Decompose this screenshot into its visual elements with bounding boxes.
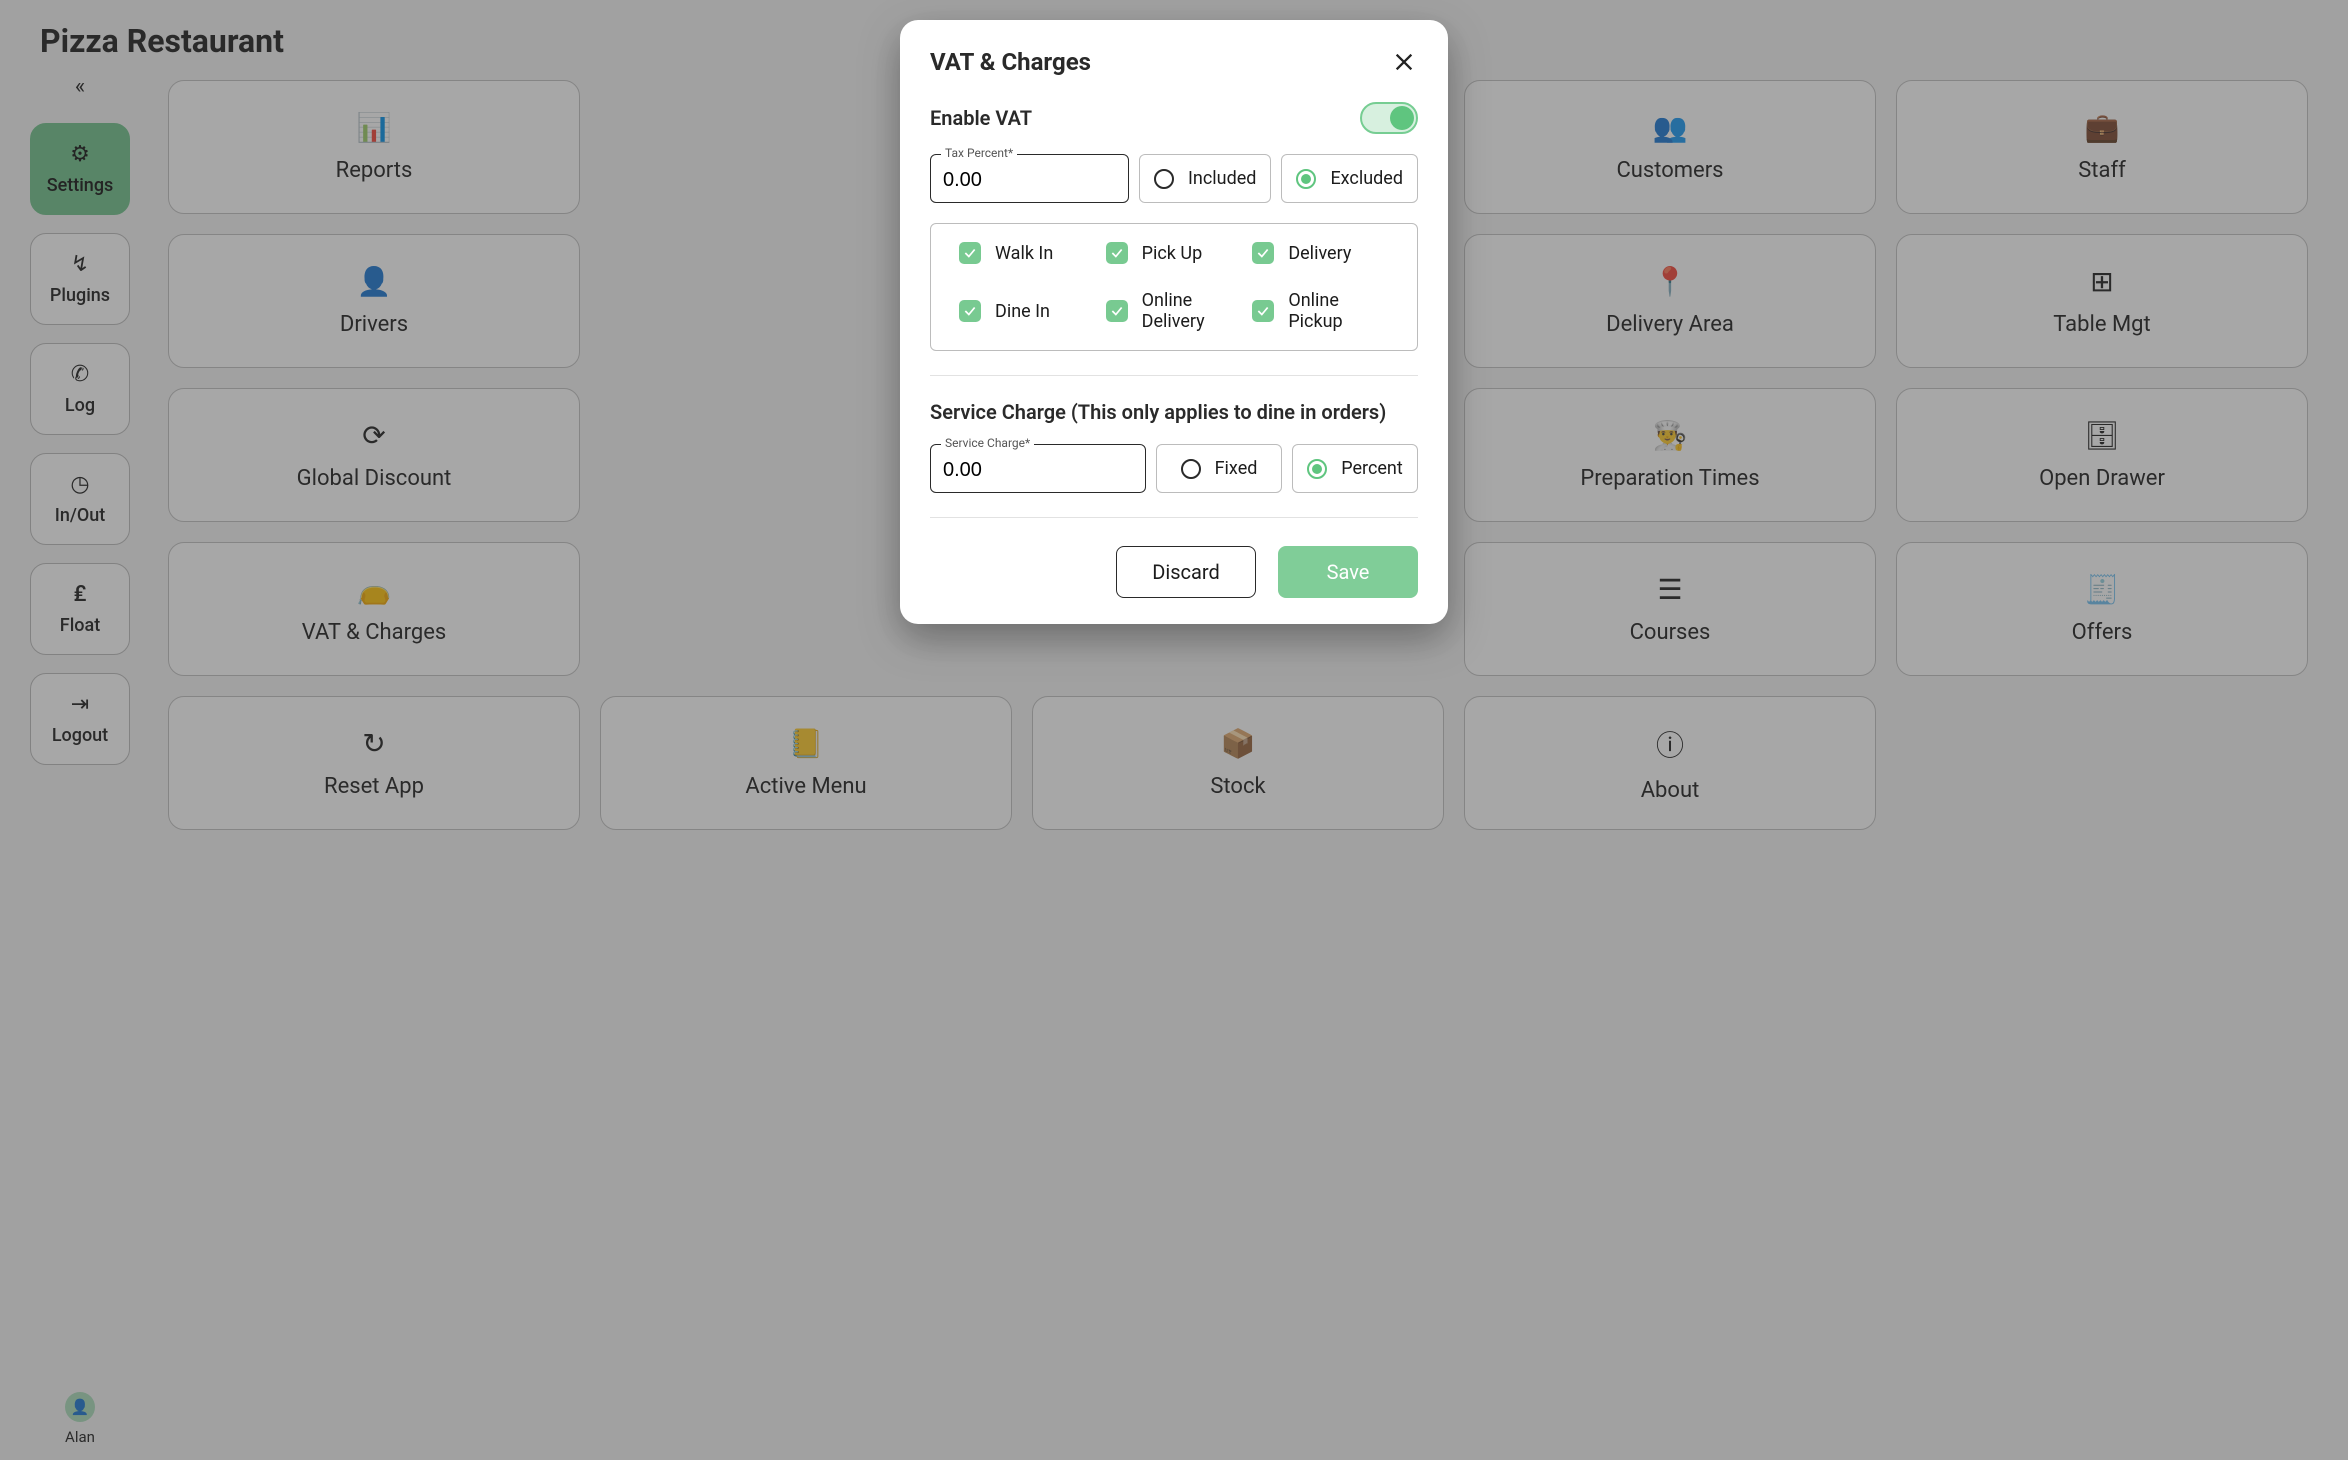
tax-percent-field-label: Tax Percent* [941,146,1017,160]
order-type-delivery[interactable]: Delivery [1252,242,1389,264]
order-type-dine-in[interactable]: Dine In [959,290,1096,332]
enable-vat-label: Enable VAT [930,106,1032,130]
dialog-title: VAT & Charges [930,48,1091,76]
tax-mode-excluded[interactable]: Excluded [1281,154,1418,203]
tax-mode-included[interactable]: Included [1139,154,1271,203]
radio-off-icon [1181,459,1201,479]
service-mode-fixed[interactable]: Fixed [1156,444,1282,493]
radio-on-icon [1307,459,1327,479]
order-type-pick-up[interactable]: Pick Up [1106,242,1243,264]
tax-mode-excluded-label: Excluded [1330,168,1403,189]
order-type-label: Online Pickup [1288,290,1389,332]
radio-off-icon [1154,169,1174,189]
checkbox-checked-icon [1106,242,1128,264]
enable-vat-toggle[interactable] [1360,102,1418,134]
order-types-group: Walk In Pick Up Delivery Dine In Online Deli… [930,223,1418,351]
order-type-label: Pick Up [1142,243,1203,264]
order-type-label: Online Delivery [1142,290,1243,332]
checkbox-checked-icon [959,300,981,322]
tax-mode-included-label: Included [1188,168,1256,189]
checkbox-checked-icon [1106,300,1128,322]
modal-overlay: VAT & Charges Enable VAT Tax Percent* In… [0,0,2348,1460]
service-charge-title: Service Charge (This only applies to din… [930,400,1418,424]
service-mode-percent[interactable]: Percent [1292,444,1418,493]
order-type-label: Walk In [995,243,1053,264]
service-charge-input[interactable] [943,459,1133,482]
discard-button[interactable]: Discard [1116,546,1256,598]
checkbox-checked-icon [959,242,981,264]
vat-charges-dialog: VAT & Charges Enable VAT Tax Percent* In… [900,20,1448,624]
tax-percent-input[interactable] [943,169,1116,192]
checkbox-checked-icon [1252,242,1274,264]
order-type-label: Dine In [995,301,1050,322]
divider [930,517,1418,518]
order-type-walk-in[interactable]: Walk In [959,242,1096,264]
service-charge-field[interactable]: Service Charge* [930,444,1146,493]
order-type-label: Delivery [1288,243,1351,264]
checkbox-checked-icon [1252,300,1274,322]
divider [930,375,1418,376]
order-type-online-pickup[interactable]: Online Pickup [1252,290,1389,332]
save-button[interactable]: Save [1278,546,1418,598]
radio-on-icon [1296,169,1316,189]
service-charge-field-label: Service Charge* [941,436,1034,450]
tax-percent-field[interactable]: Tax Percent* [930,154,1129,203]
close-icon[interactable] [1390,48,1418,76]
service-mode-fixed-label: Fixed [1215,458,1258,479]
order-type-online-delivery[interactable]: Online Delivery [1106,290,1243,332]
service-mode-percent-label: Percent [1341,458,1403,479]
